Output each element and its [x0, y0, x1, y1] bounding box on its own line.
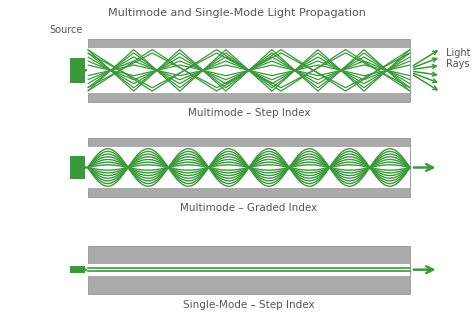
- Bar: [70, 58, 85, 83]
- Bar: [88, 264, 410, 276]
- Bar: [88, 147, 410, 188]
- Bar: [88, 48, 410, 93]
- Bar: [88, 246, 410, 294]
- Bar: [88, 138, 410, 197]
- Bar: [88, 39, 410, 102]
- Text: Multimode and Single-Mode Light Propagation: Multimode and Single-Mode Light Propagat…: [108, 8, 366, 18]
- Text: Single-Mode – Step Index: Single-Mode – Step Index: [183, 300, 315, 310]
- Text: Source: Source: [50, 25, 83, 35]
- Text: Multimode – Graded Index: Multimode – Graded Index: [180, 203, 318, 213]
- Bar: [70, 156, 85, 179]
- Bar: [70, 266, 85, 273]
- Text: Light
Rays: Light Rays: [446, 48, 470, 69]
- Text: Multimode – Step Index: Multimode – Step Index: [188, 108, 310, 118]
